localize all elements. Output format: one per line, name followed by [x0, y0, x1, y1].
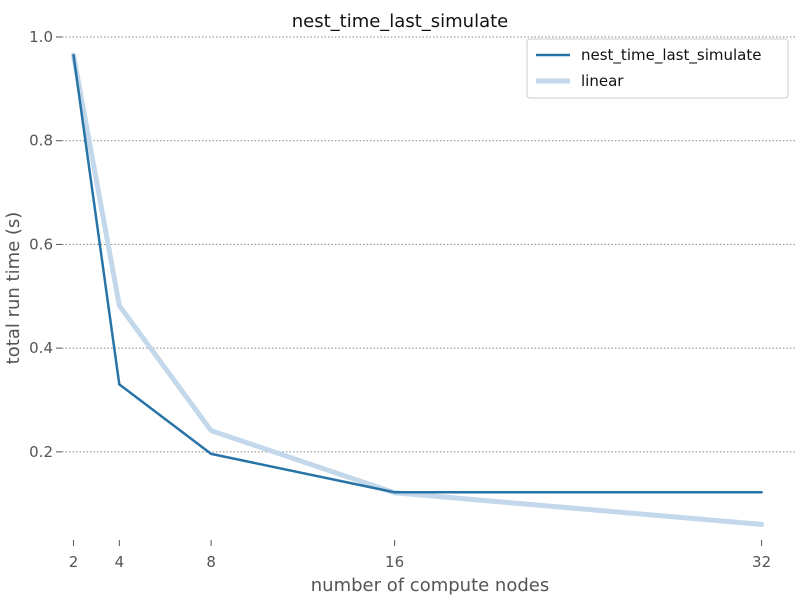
legend-box [526, 38, 789, 99]
y-tick-label: 0.6 [29, 235, 53, 253]
legend: nest_time_last_simulate linear [526, 38, 789, 99]
x-tick-label: 2 [69, 553, 79, 571]
x-axis-label: number of compute nodes [311, 575, 549, 596]
series-line-linear [71, 52, 765, 527]
series-layer [71, 52, 765, 527]
legend-label-nest-time-last-simulate: nest_time_last_simulate [581, 46, 761, 65]
y-tick-label: 1.0 [29, 28, 53, 46]
x-tick-label: 32 [752, 553, 771, 571]
x-tick-label: 4 [115, 553, 125, 571]
x-tick-label: 16 [385, 553, 404, 571]
y-axis: 0.2 0.4 0.6 0.8 1.0 [29, 28, 62, 461]
x-axis: 2 4 8 16 32 [69, 540, 771, 571]
series-line-nest-time-last-simulate [72, 53, 763, 494]
chart-title: nest_time_last_simulate [292, 11, 509, 32]
y-tick-label: 0.4 [29, 339, 53, 357]
grid [62, 36, 796, 453]
y-axis-label: total run time (s) [3, 212, 24, 365]
legend-label-linear: linear [581, 72, 624, 90]
y-tick-label: 0.2 [29, 443, 53, 461]
x-tick-label: 8 [206, 553, 216, 571]
y-tick-label: 0.8 [29, 132, 53, 150]
